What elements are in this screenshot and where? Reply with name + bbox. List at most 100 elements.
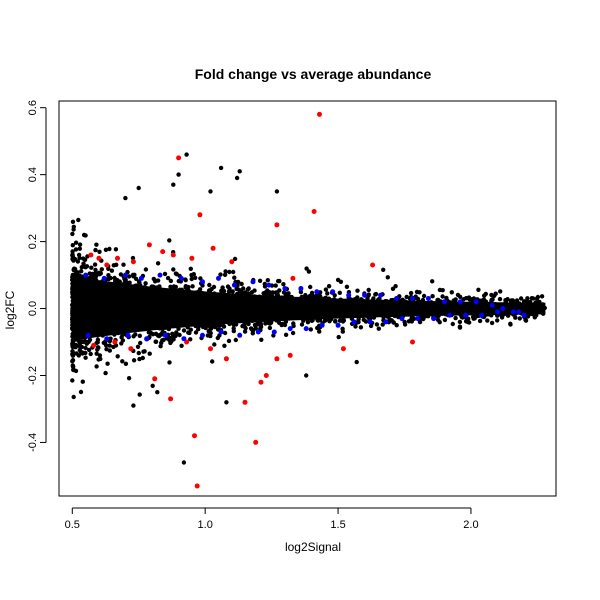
data-point <box>389 298 394 303</box>
data-point <box>344 284 350 289</box>
data-point <box>204 314 210 319</box>
data-point <box>143 326 149 331</box>
highlighted-points-layer <box>83 111 527 489</box>
data-point <box>84 312 89 317</box>
red-data-point <box>208 346 213 352</box>
data-point <box>205 333 210 338</box>
blue-data-point <box>457 299 463 305</box>
blue-data-point <box>178 275 184 281</box>
data-point <box>155 324 161 329</box>
data-point <box>127 327 132 332</box>
blue-data-point <box>138 275 144 281</box>
data-point <box>478 298 484 304</box>
data-point <box>132 301 137 306</box>
data-point <box>306 269 312 274</box>
data-point <box>160 290 165 295</box>
data-point <box>246 297 252 303</box>
data-point <box>301 296 306 302</box>
data-point <box>70 344 75 350</box>
red-data-point <box>258 379 264 385</box>
red-data-point <box>287 352 293 358</box>
data-point <box>224 308 229 313</box>
data-point <box>132 272 137 277</box>
data-point <box>111 344 116 350</box>
data-point <box>83 329 89 334</box>
data-point <box>426 308 432 313</box>
data-point <box>390 286 396 291</box>
data-point <box>216 311 221 316</box>
data-point <box>277 278 282 284</box>
data-point <box>155 390 160 395</box>
data-point <box>109 268 115 273</box>
data-point <box>233 337 238 343</box>
data-point <box>467 303 472 308</box>
data-point <box>82 279 87 284</box>
data-point <box>409 319 414 324</box>
data-point <box>345 311 350 316</box>
data-point <box>193 323 198 329</box>
data-point <box>457 309 462 315</box>
data-point <box>311 312 316 318</box>
data-point <box>117 303 122 309</box>
data-point <box>338 279 344 284</box>
data-point <box>114 321 120 327</box>
blue-data-point <box>399 316 405 322</box>
data-point <box>518 302 523 308</box>
data-point <box>437 303 442 308</box>
data-point <box>463 319 469 324</box>
data-point <box>81 232 87 238</box>
axes-layer: 0.5 1.0 1.5 2.0 -0.4 -0.2 0.0 0.2 0.4 0.6 <box>27 100 479 531</box>
data-point <box>320 308 325 314</box>
data-point <box>317 329 322 334</box>
data-point <box>75 277 80 282</box>
data-point <box>360 313 365 319</box>
blue-data-point <box>255 329 261 335</box>
data-point <box>525 309 530 314</box>
data-point <box>220 321 225 326</box>
data-point <box>246 286 251 291</box>
data-point <box>306 309 311 314</box>
data-point <box>129 316 135 321</box>
data-point <box>387 307 392 312</box>
data-point <box>392 313 397 319</box>
blue-data-point <box>271 329 277 335</box>
data-point <box>417 299 422 305</box>
data-point <box>234 175 240 181</box>
data-point <box>424 304 429 309</box>
data-point <box>112 332 117 337</box>
data-point <box>510 304 515 309</box>
data-point <box>73 240 79 245</box>
data-point <box>318 295 323 300</box>
data-point <box>178 295 183 300</box>
data-point <box>530 311 535 317</box>
blue-data-point <box>394 296 399 301</box>
data-point <box>221 295 226 300</box>
red-data-point <box>104 262 110 268</box>
y-tick-label: 0.6 <box>27 100 39 115</box>
red-data-point <box>128 346 134 352</box>
data-point <box>70 272 76 278</box>
data-point <box>83 339 88 344</box>
data-point <box>367 310 372 315</box>
data-point <box>534 301 539 307</box>
data-point <box>74 312 80 317</box>
data-point <box>183 278 188 283</box>
data-point <box>283 332 289 337</box>
data-point <box>158 302 164 308</box>
data-point <box>125 284 130 289</box>
data-point <box>155 319 160 325</box>
data-point <box>463 303 468 308</box>
data-point <box>215 304 220 309</box>
data-point <box>71 224 77 229</box>
x-tick-label: 0.5 <box>65 519 80 531</box>
data-point <box>155 301 160 306</box>
data-point <box>189 301 194 306</box>
data-point <box>145 303 150 308</box>
data-point <box>404 294 409 300</box>
data-point <box>379 308 385 313</box>
data-point <box>113 247 119 252</box>
data-point <box>159 340 164 346</box>
data-point <box>450 321 455 327</box>
data-point <box>72 266 77 272</box>
blue-data-point <box>85 332 91 338</box>
